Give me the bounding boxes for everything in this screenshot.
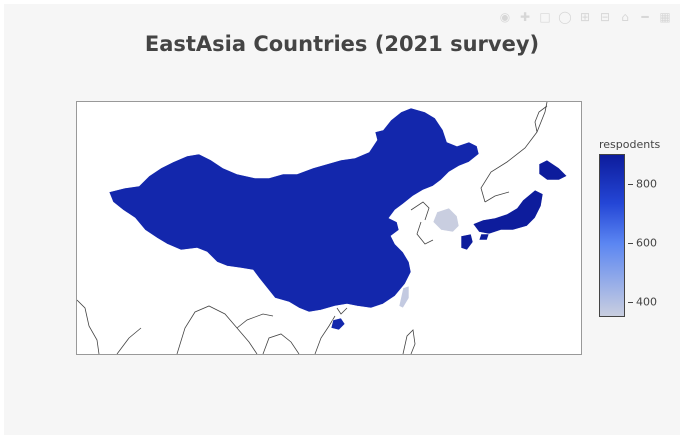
region-taiwan[interactable] bbox=[398, 285, 410, 309]
region-south-korea[interactable] bbox=[432, 207, 460, 233]
colorbar bbox=[599, 154, 625, 317]
region-hainan[interactable] bbox=[330, 317, 346, 331]
zoom-in-icon[interactable]: ⊞ bbox=[579, 10, 591, 24]
colorbar-tick-mark bbox=[628, 302, 633, 304]
region-japan-honshu[interactable] bbox=[472, 189, 544, 235]
coastline-russia bbox=[484, 191, 510, 203]
coastline-vietnam bbox=[262, 333, 300, 354]
border-laos-vietnam bbox=[236, 313, 274, 329]
pan-icon[interactable]: ✚ bbox=[519, 10, 531, 24]
colorbar-title: respodents bbox=[599, 138, 661, 151]
coastline-india bbox=[77, 299, 100, 354]
map-svg bbox=[77, 102, 568, 354]
border-burma-india bbox=[116, 327, 142, 354]
region-japan-kyushu[interactable] bbox=[460, 233, 474, 251]
lasso-icon[interactable]: ◯ bbox=[558, 10, 572, 24]
camera-icon[interactable]: ◉ bbox=[499, 10, 511, 24]
spike-icon[interactable]: ━ bbox=[641, 10, 649, 24]
select-box-icon[interactable]: □ bbox=[539, 10, 551, 24]
colorbar-tick-mark bbox=[628, 183, 633, 185]
colorbar-tick-label: 400 bbox=[636, 295, 657, 309]
coastline-philippines bbox=[402, 329, 416, 354]
region-japan-shikoku[interactable] bbox=[478, 233, 490, 241]
colorbar-tick-label: 800 bbox=[636, 177, 657, 191]
coastlines bbox=[77, 102, 548, 354]
coastline-hainan-strait bbox=[336, 307, 348, 315]
chart-title: EastAsia Countries (2021 survey) bbox=[144, 32, 540, 56]
map-frame[interactable] bbox=[76, 101, 582, 355]
chart-canvas: ◉ ✚ □ ◯ ⊞ ⊟ ⌂ ━ ▦ EastAsia Countries (20… bbox=[4, 4, 680, 435]
coastline-korea-west bbox=[416, 221, 434, 245]
region-japan-hokkaido[interactable] bbox=[538, 159, 568, 181]
zoom-out-icon[interactable]: ⊟ bbox=[599, 10, 611, 24]
colorbar-tick-label: 600 bbox=[636, 236, 657, 250]
region-china[interactable] bbox=[108, 107, 480, 313]
border-indochina bbox=[176, 305, 258, 354]
reset-icon[interactable]: ⌂ bbox=[621, 10, 629, 24]
coastline-russia-east bbox=[480, 102, 548, 203]
coastline-gulf bbox=[314, 315, 336, 354]
modebar: ◉ ✚ □ ◯ ⊞ ⊟ ⌂ ━ ▦ bbox=[498, 10, 672, 30]
colorbar-tick-mark bbox=[628, 242, 633, 244]
coastline-north-korea bbox=[410, 201, 430, 221]
plotly-logo-icon[interactable]: ▦ bbox=[659, 10, 671, 24]
coastline-sakhalin bbox=[534, 105, 548, 133]
